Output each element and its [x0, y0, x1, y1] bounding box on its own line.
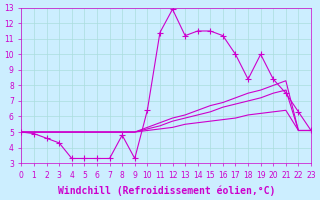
X-axis label: Windchill (Refroidissement éolien,°C): Windchill (Refroidissement éolien,°C): [58, 185, 275, 196]
